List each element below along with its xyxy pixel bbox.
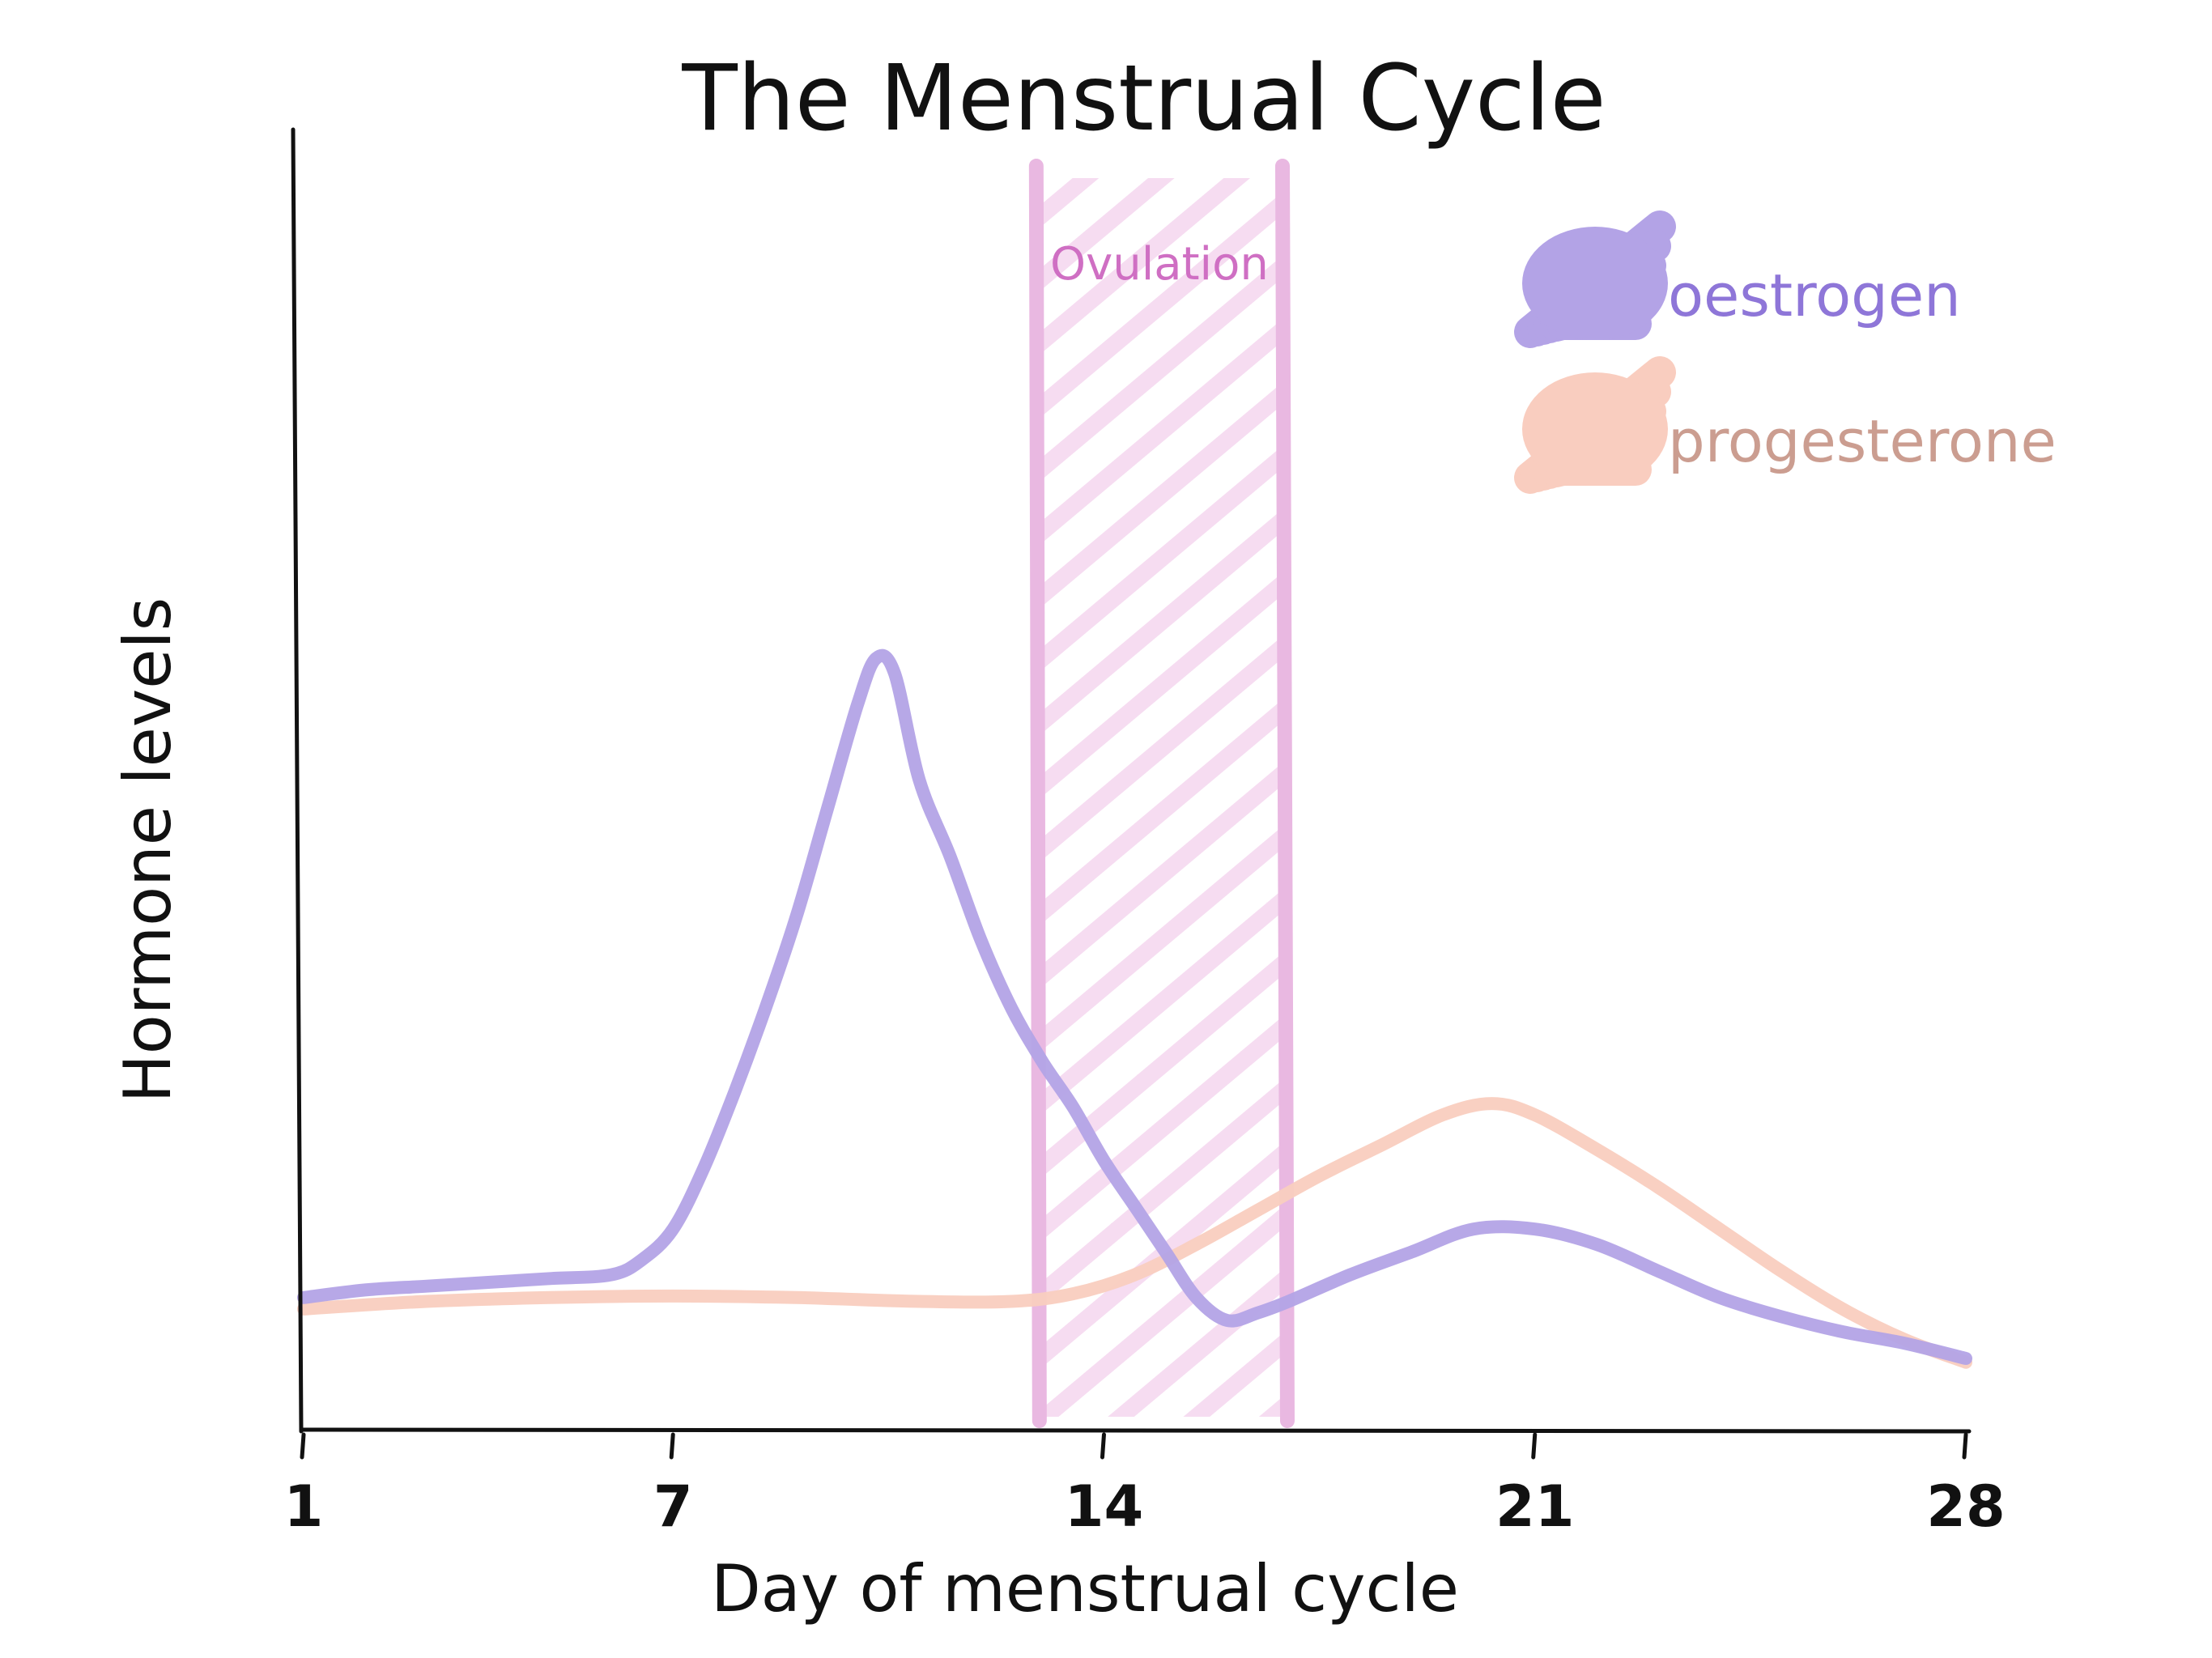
- x-tick-label-1: 1: [284, 1473, 324, 1540]
- y-axis-label: Hormone levels: [110, 597, 185, 1103]
- x-tick-21: [1531, 1432, 1538, 1460]
- series-lines: [297, 648, 1972, 1369]
- ovulation-end-line: [1274, 159, 1295, 1428]
- x-tick-28: [1962, 1432, 1968, 1460]
- y-axis: [291, 127, 304, 1434]
- x-tick-14: [1100, 1432, 1106, 1460]
- x-axis-label: Day of menstrual cycle: [711, 1551, 1459, 1626]
- legend: oestrogen progesterone: [1514, 210, 2057, 494]
- legend-swatch-progesterone: [1514, 356, 1676, 494]
- x-tick-7: [669, 1432, 675, 1460]
- series-line-progesterone: [297, 1097, 1972, 1369]
- legend-swatch-oestrogen: [1514, 210, 1676, 348]
- x-ticks: 1 7 14 21 28: [284, 1432, 2006, 1540]
- x-axis: [299, 1427, 1972, 1434]
- chart-title: The Menstrual Cycle: [681, 46, 1606, 151]
- series-line-oestrogen: [297, 648, 1972, 1365]
- legend-label-progesterone: progesterone: [1668, 407, 2057, 475]
- ovulation-label: Ovulation: [1050, 238, 1269, 291]
- x-tick-label-14: 14: [1065, 1473, 1143, 1540]
- x-tick-1: [300, 1432, 306, 1460]
- legend-label-oestrogen: oestrogen: [1668, 261, 1961, 329]
- x-tick-label-28: 28: [1926, 1473, 2005, 1540]
- ovulation-hatch: [1036, 178, 1283, 1417]
- x-tick-label-21: 21: [1495, 1473, 1574, 1540]
- ovulation-start-line: [1028, 159, 1047, 1428]
- x-tick-label-7: 7: [653, 1473, 693, 1540]
- ovulation-band: Ovulation: [1028, 159, 1295, 1428]
